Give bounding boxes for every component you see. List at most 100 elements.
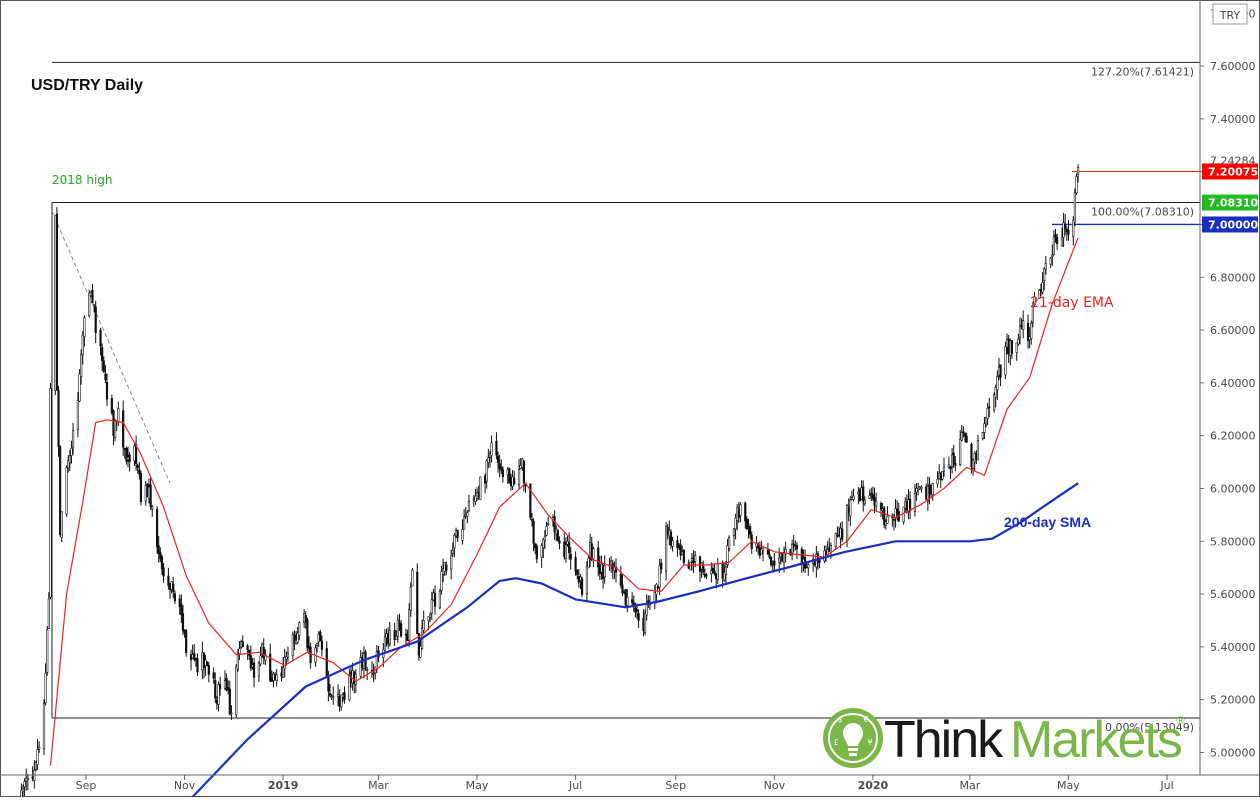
- candle-body: [603, 565, 606, 578]
- candle-body: [614, 566, 618, 573]
- candle-body: [275, 674, 278, 682]
- candle-body: [981, 432, 984, 440]
- x-tick-label: Nov: [174, 779, 196, 792]
- candle-body: [908, 498, 912, 512]
- candle-body: [91, 289, 94, 304]
- candle-body: [128, 454, 131, 462]
- candle-body: [631, 599, 634, 603]
- candle-body: [433, 592, 437, 607]
- svg-text:$: $: [837, 715, 842, 724]
- candle-body: [655, 584, 658, 595]
- candle-body: [498, 463, 501, 469]
- candle-body: [422, 620, 425, 631]
- candle-body: [711, 568, 715, 573]
- candle-body: [669, 531, 673, 546]
- candle-body: [960, 432, 963, 441]
- candle-body: [411, 569, 414, 587]
- svg-text:€: €: [863, 715, 868, 724]
- candle-body: [196, 658, 199, 673]
- y-tick-label: 6.40000: [1210, 377, 1256, 390]
- candle-body: [1018, 326, 1022, 338]
- candle-body: [1054, 234, 1057, 240]
- trendline: [51, 211, 171, 484]
- candle-body: [102, 360, 105, 373]
- candle-body: [902, 506, 905, 523]
- candle-body: [241, 641, 244, 648]
- candle-body: [778, 557, 781, 564]
- x-tick-label: Mar: [959, 779, 980, 792]
- candle-body: [1049, 257, 1052, 265]
- candle-body: [1010, 340, 1013, 354]
- candle-body: [532, 520, 535, 544]
- candle-body: [113, 420, 117, 439]
- candle-body: [962, 431, 965, 433]
- candle-body: [558, 540, 561, 544]
- candle-body: [282, 667, 285, 678]
- candle-body: [395, 635, 398, 641]
- candle-body: [485, 460, 488, 482]
- candle-body: [59, 446, 62, 536]
- sma200-line: [187, 482, 1079, 801]
- high-annotation: 2018 high: [52, 173, 113, 187]
- candle-body: [157, 545, 160, 555]
- candle-body: [340, 694, 343, 708]
- candle-body: [963, 433, 967, 437]
- x-tick-label: 2019: [268, 779, 299, 792]
- candle-body: [739, 504, 742, 516]
- candle-body: [875, 500, 878, 507]
- candle-body: [676, 540, 679, 548]
- candle-body: [744, 502, 747, 522]
- candle-body: [257, 662, 260, 677]
- candle-body: [206, 661, 209, 666]
- candle-body: [791, 543, 794, 554]
- candle-body: [456, 530, 459, 539]
- candle-body: [545, 526, 548, 536]
- candle-body: [219, 684, 222, 689]
- candle-body: [626, 596, 629, 606]
- candle-body: [181, 613, 185, 631]
- candle-body: [547, 523, 550, 526]
- candle-body: [88, 292, 91, 316]
- candle-body: [868, 495, 871, 499]
- currency-tag-box: [1212, 3, 1248, 25]
- ema-annotation: 21-day EMA: [1030, 295, 1114, 311]
- x-tick-label: Jul: [1159, 779, 1173, 792]
- candle-body: [104, 373, 107, 381]
- candle-body: [656, 586, 660, 589]
- x-tick-label: May: [466, 779, 489, 792]
- candle-body: [185, 629, 188, 653]
- fib-level-label: 100.00%(7.08310): [1091, 206, 1194, 219]
- candle-body: [236, 653, 239, 670]
- candle-body: [988, 406, 991, 409]
- candle-body: [26, 778, 29, 780]
- candle-body: [529, 483, 532, 518]
- thinkmarkets-logo: $ € £ ¥ Think Markets ®: [823, 708, 1186, 769]
- candle-body: [348, 673, 351, 701]
- candle-body: [293, 634, 296, 643]
- candle-body: [1051, 254, 1054, 257]
- y-tick-label: 6.60000: [1210, 324, 1256, 337]
- y-tick-label: 6.00000: [1210, 482, 1256, 495]
- candle-body: [76, 399, 80, 431]
- candle-body: [986, 408, 989, 419]
- currency-tag: TRY: [1219, 9, 1241, 22]
- candle-body: [702, 564, 705, 573]
- candle-body: [286, 652, 290, 658]
- candle-body: [409, 586, 412, 611]
- y-tick-label: 7.60000: [1210, 60, 1256, 73]
- candle-body: [682, 550, 685, 563]
- candle-body: [80, 353, 83, 378]
- candle-body: [332, 695, 335, 698]
- candle-body: [705, 574, 708, 577]
- x-tick-label: 2020: [858, 779, 889, 792]
- candle-body: [913, 493, 917, 512]
- candle-body: [1056, 237, 1059, 244]
- candle-body: [71, 430, 75, 448]
- y-tick-label: 5.00000: [1210, 746, 1256, 759]
- candle-body: [728, 537, 731, 549]
- candle-body: [862, 486, 865, 502]
- candle-body: [694, 555, 697, 562]
- candle-body: [1004, 346, 1007, 376]
- candle-body: [238, 648, 241, 654]
